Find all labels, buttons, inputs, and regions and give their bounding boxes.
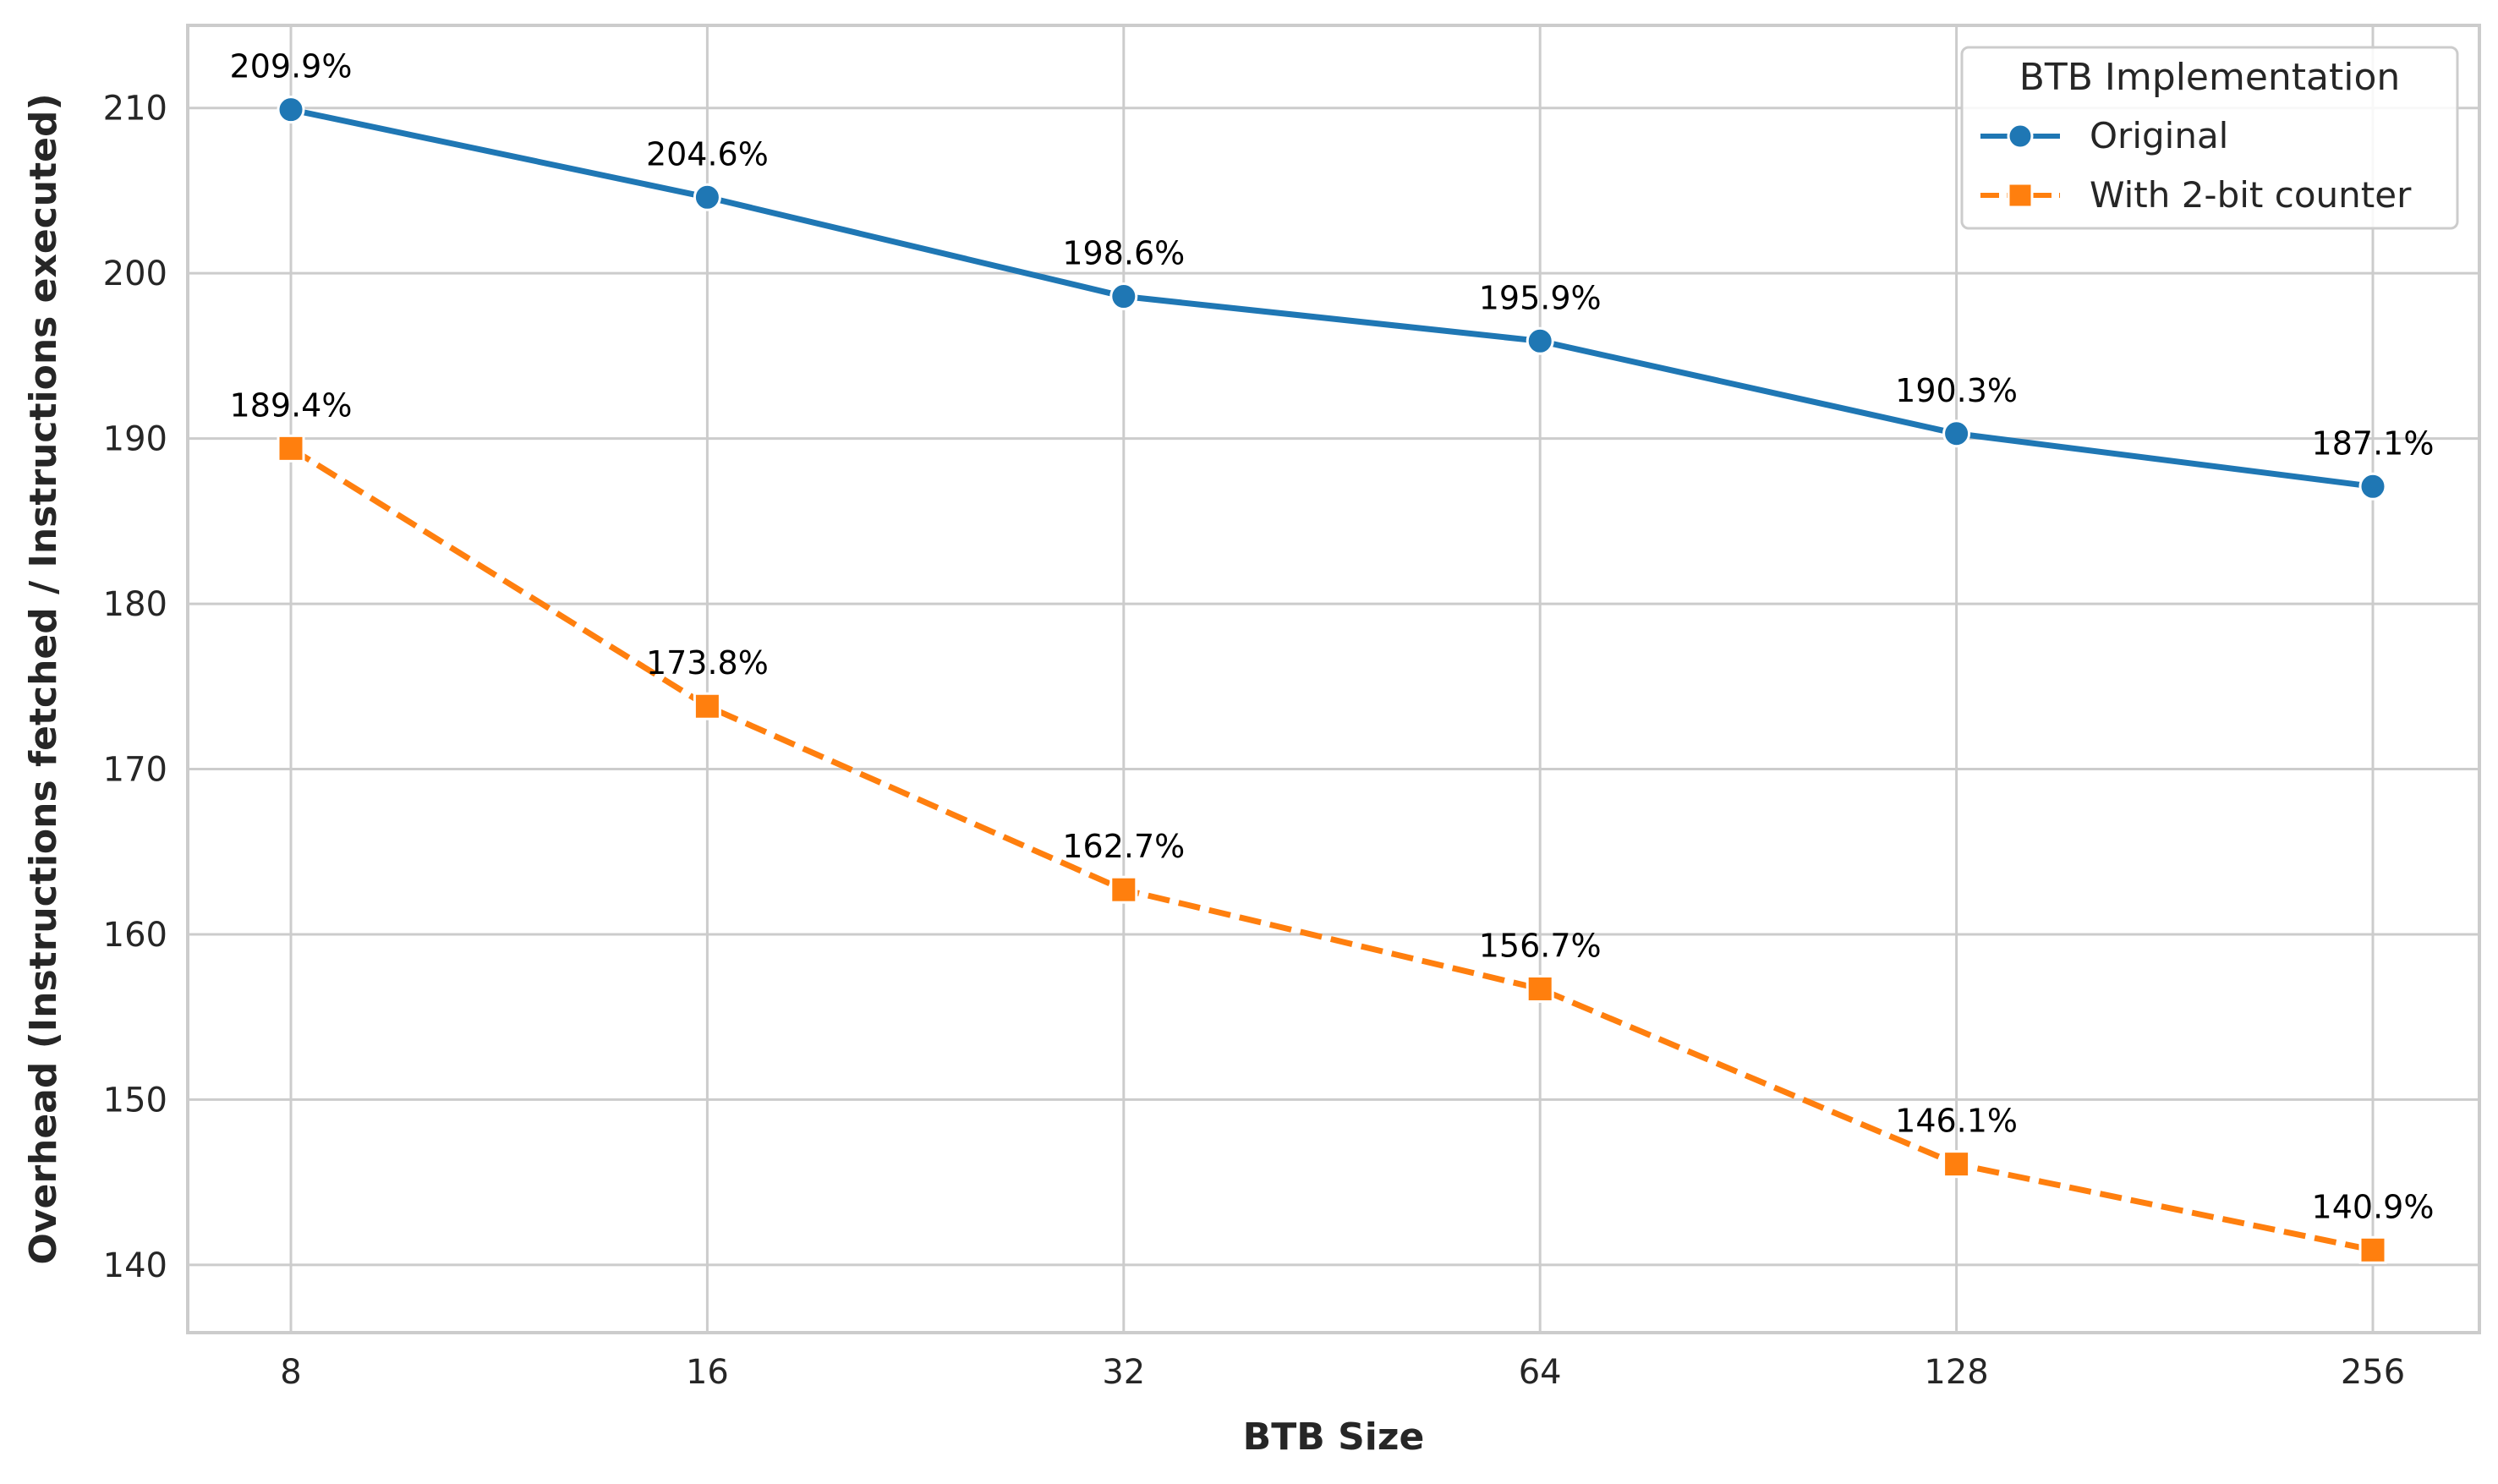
x-tick-label: 8 (280, 1353, 301, 1392)
legend-marker (2007, 123, 2034, 150)
y-tick-label: 170 (103, 751, 167, 790)
y-tick-label: 210 (103, 90, 167, 129)
data-label: 146.1% (1895, 1103, 2018, 1140)
data-label: 140.9% (2312, 1188, 2435, 1225)
y-tick-label: 140 (103, 1246, 167, 1285)
legend-entries: Original With 2-bit counter (1980, 115, 2412, 216)
legend-label: Original (2090, 115, 2228, 156)
data-point-marker (277, 96, 305, 124)
y-axis-label: Overhead (Instructions fetched / Instruc… (22, 93, 65, 1264)
data-label: 209.9% (230, 48, 353, 85)
x-tick-label: 128 (1924, 1353, 1988, 1392)
data-point-marker (1526, 326, 1554, 355)
data-label: 204.6% (646, 135, 769, 172)
series-line-2 (289, 446, 2374, 1253)
y-tick-label: 180 (103, 585, 167, 624)
legend: BTB Implementation Original With 2-bit co… (1960, 46, 2459, 230)
data-point-marker (1942, 419, 1971, 448)
data-labels: 209.9% 204.6% 198.6% 195.9% 190.3% 187.1% 189.… (230, 48, 2435, 1226)
legend-marker (2007, 182, 2034, 209)
data-label: 198.6% (1062, 235, 1185, 272)
data-label: 162.7% (1062, 828, 1185, 865)
legend-label: With 2-bit counter (2090, 174, 2412, 216)
x-tick-label: 64 (1519, 1353, 1562, 1392)
data-point-marker (693, 692, 721, 720)
series-layer (277, 96, 2387, 1264)
x-tick-label: 32 (1102, 1353, 1145, 1392)
data-label: 195.9% (1479, 279, 1602, 316)
data-label: 190.3% (1895, 372, 2018, 409)
x-tick-label: 16 (686, 1353, 729, 1392)
data-label: 156.7% (1479, 927, 1602, 964)
y-tick-label: 200 (103, 255, 167, 293)
series-line-1 (290, 107, 2374, 490)
data-label: 189.4% (230, 386, 353, 424)
grid (188, 25, 2479, 1333)
data-point-marker (1526, 974, 1554, 1003)
data-point-marker (2358, 1235, 2387, 1264)
data-label: 173.8% (646, 644, 769, 682)
legend-title: BTB Implementation (2019, 56, 2401, 99)
data-label: 187.1% (2312, 424, 2435, 462)
data-point-marker (693, 183, 721, 211)
data-point-marker (1109, 282, 1138, 311)
data-point-marker (277, 434, 305, 463)
y-tick-label: 190 (103, 420, 167, 459)
data-point-marker (1109, 875, 1138, 904)
x-axis-label: BTB Size (1243, 1416, 1425, 1459)
legend-box (1960, 46, 2459, 230)
legend-entry: With 2-bit counter (1980, 174, 2412, 216)
data-point-marker (2358, 472, 2387, 501)
y-tick-label: 160 (103, 916, 167, 955)
x-tick-label: 256 (2341, 1353, 2405, 1392)
plot-frame (186, 24, 2481, 1334)
y-tick-label: 150 (103, 1081, 167, 1120)
tick-labels: 140 150 160 170 180 190 200 210 8 16 32 64 128 256 (103, 90, 2406, 1392)
data-point-marker (1942, 1150, 1971, 1179)
legend-entry: Original (1980, 115, 2228, 156)
